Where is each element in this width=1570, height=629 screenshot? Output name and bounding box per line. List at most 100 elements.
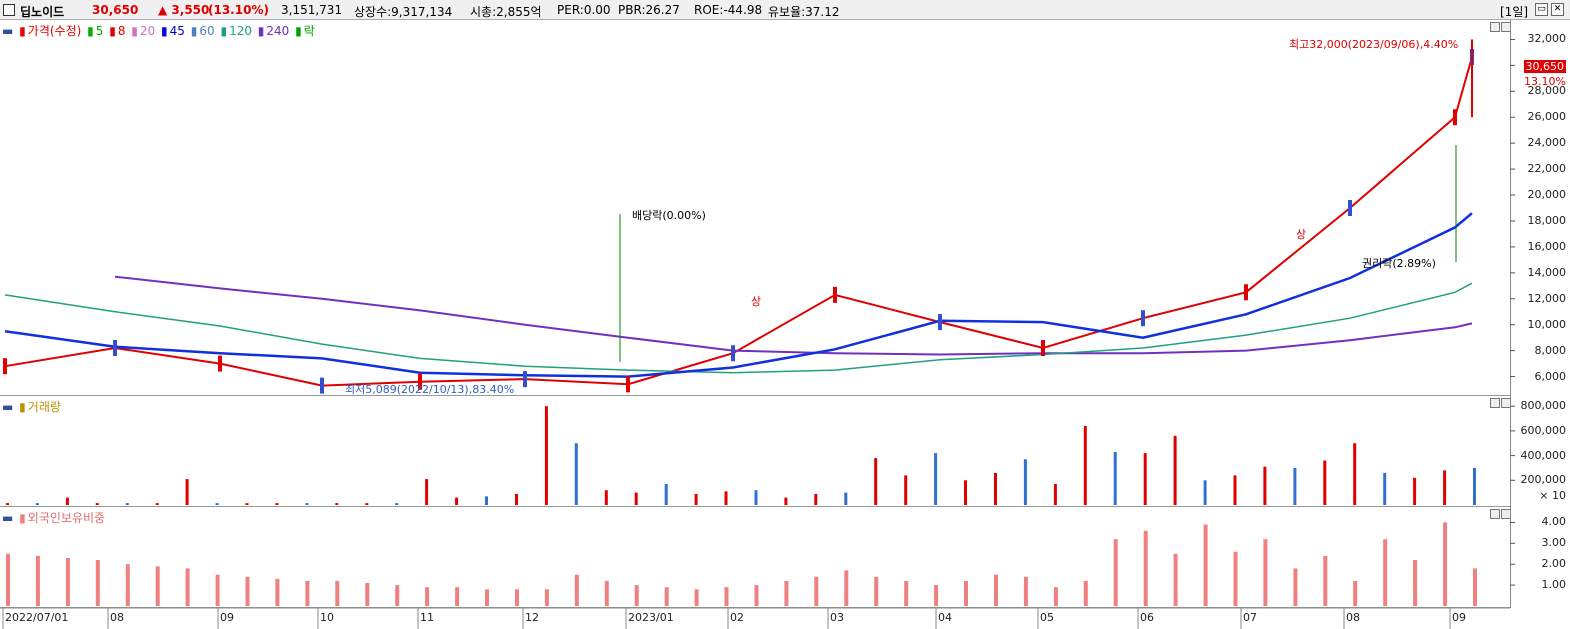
x-axis-label: 09 <box>220 611 234 624</box>
x-axis-label: 10 <box>320 611 334 624</box>
close-icon[interactable]: ✕ <box>1551 3 1564 16</box>
price-axis-label: 28,000 <box>1527 84 1567 98</box>
price-pane[interactable]: ▬ ▮ 가격(수정) ▮ 5 ▮ 8 ▮ 20 ▮ 45 ▮ 60 ▮ 120 ▮ 240 ▮ 락 <box>0 20 1511 396</box>
price-axis-label: 18,000 <box>1527 213 1567 227</box>
volume-pane[interactable]: ▬ ▮ 거래량 <box>0 396 1511 507</box>
ma-line-가격(수정) <box>4 56 1473 387</box>
volume-bar <box>1443 470 1447 505</box>
volume-bar <box>994 472 997 505</box>
foreign-bar <box>275 578 280 606</box>
x-axis-label: 12 <box>525 611 539 624</box>
volume-bar <box>964 480 967 505</box>
volume-bar <box>1233 475 1237 505</box>
price-candle <box>1244 284 1248 301</box>
legend-ma240: 240 <box>266 24 290 38</box>
volume-bar <box>1383 472 1387 505</box>
foreign-bar <box>1263 539 1268 606</box>
foreign-bar <box>904 580 909 606</box>
volume-bar <box>65 497 69 505</box>
volume-bar <box>395 503 399 505</box>
restore-icon[interactable]: ▭ <box>1535 3 1548 16</box>
foreign-bar <box>455 587 460 606</box>
legend-rak: 락 <box>303 24 315 38</box>
price-axis-label: 32,000 <box>1527 32 1567 46</box>
volume-bar <box>874 458 878 505</box>
ma-line-240 <box>114 275 1473 356</box>
volume-pane-minimize-icon[interactable] <box>1490 398 1500 408</box>
price-axis-label: 6,000 <box>1534 369 1567 383</box>
price-axis-label: 8,000 <box>1534 343 1567 357</box>
price-candle <box>1348 200 1352 216</box>
foreign-axis-label: 1.00 <box>1541 578 1567 592</box>
volume-axis-label: 600,000 <box>1520 423 1567 437</box>
stock-name: 딥노이드 <box>20 5 65 19</box>
volume-bar <box>185 479 189 505</box>
foreign-bar <box>185 568 190 606</box>
volume-legend-label: 거래량 <box>27 400 61 414</box>
volume-bar <box>1023 459 1027 505</box>
current-price: 30,650 <box>92 3 139 17</box>
x-axis-label: 08 <box>1346 611 1360 624</box>
volume-bar <box>1203 480 1207 505</box>
volume-bar <box>515 493 518 505</box>
volume-bar <box>784 497 788 505</box>
volume-value: 3,151,731 <box>281 3 343 17</box>
legend-ma20: 20 <box>139 24 156 38</box>
volume-bar <box>604 490 608 505</box>
volume-bar <box>215 503 219 505</box>
legend-ma8: 8 <box>117 24 126 38</box>
foreign-bar <box>664 587 669 606</box>
volume-bar <box>335 503 339 505</box>
foreign-bar <box>1113 539 1118 606</box>
price-axis-label: 26,000 <box>1527 110 1567 124</box>
select-checkbox[interactable] <box>3 4 15 16</box>
price-candle <box>3 358 7 375</box>
foreign-bar <box>425 587 430 606</box>
volume-bar <box>1173 435 1177 505</box>
volume-bar <box>425 479 429 505</box>
limit-up-marker: 상 <box>1296 228 1307 241</box>
current-pct-tag: 13.10% <box>1524 75 1566 88</box>
price-axis-label: 12,000 <box>1527 291 1567 305</box>
foreign-bar <box>814 576 819 606</box>
price-axis-label: 24,000 <box>1527 136 1567 150</box>
foreign-axis-label: 3.00 <box>1541 536 1567 550</box>
pane-minimize-icon[interactable] <box>1490 22 1500 32</box>
price-candle <box>833 286 837 303</box>
x-axis-label: 03 <box>830 611 844 624</box>
foreign-bar <box>694 589 699 606</box>
volume-bar <box>95 503 99 505</box>
foreign-bar <box>1443 522 1448 606</box>
x-axis-label: 09 <box>1452 611 1466 624</box>
foreign-bar <box>305 580 310 606</box>
price-change-pct: (13.10%) <box>208 3 269 17</box>
price-candle <box>218 355 222 372</box>
price-candle <box>731 345 735 362</box>
volume-bar <box>1113 451 1117 505</box>
x-axis-label: 08 <box>110 611 124 624</box>
legend-menu-icon[interactable]: ▬ <box>2 24 14 38</box>
foreign-legend: ▬ ▮ 외국인보유비중 <box>2 511 106 525</box>
foreign-bar <box>784 580 789 606</box>
volume-legend: ▬ ▮ 거래량 <box>2 400 61 414</box>
volume-bar <box>634 492 638 505</box>
foreign-bar <box>335 580 340 606</box>
foreign-bar <box>934 585 939 606</box>
volume-bar <box>814 493 818 505</box>
volume-axis-label: 400,000 <box>1520 448 1567 462</box>
price-candle <box>320 377 324 394</box>
period-button[interactable]: [1일] <box>1500 5 1529 19</box>
listed-shares: 상장수:9,317,134 <box>354 5 453 19</box>
current-price-tag: 30,650 <box>1523 60 1566 73</box>
foreign-bar <box>634 585 639 606</box>
foreign-bar <box>994 574 998 606</box>
foreign-pane-minimize-icon[interactable] <box>1490 509 1500 519</box>
volume-bar <box>694 493 698 505</box>
volume-axis <box>1510 396 1570 507</box>
legend-ma5: 5 <box>95 24 104 38</box>
x-axis-label: 02 <box>730 611 744 624</box>
foreign-bar <box>1353 580 1358 606</box>
price-legend: ▬ ▮ 가격(수정) ▮ 5 ▮ 8 ▮ 20 ▮ 45 ▮ 60 ▮ 120 ▮ 240 ▮ 락 <box>2 24 315 38</box>
foreign-axis-label: 4.00 <box>1541 515 1567 529</box>
